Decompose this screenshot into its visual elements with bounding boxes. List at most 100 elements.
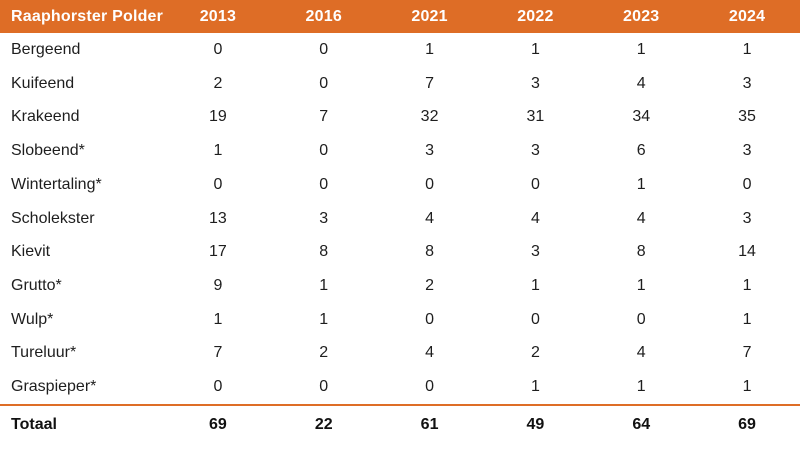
value-cell: 1	[319, 277, 329, 294]
value-cell: 0	[213, 40, 223, 58]
value-cell: 1	[742, 40, 752, 58]
value-cell: 8	[636, 243, 646, 261]
value-cell: 3	[742, 209, 752, 227]
value-cell: 3	[319, 209, 329, 227]
value-cell: 0	[319, 142, 329, 160]
value-cell: 7	[742, 344, 752, 362]
value-cell: 0	[530, 310, 540, 328]
value-cell: 0	[213, 378, 223, 396]
species-name-cell: Krakeend	[11, 108, 80, 126]
value-cell: 2	[319, 344, 329, 362]
value-cell: 0	[213, 175, 223, 193]
species-name-cell: Grutto*	[11, 277, 62, 294]
value-cell: 1	[319, 310, 329, 328]
value-cell: 9	[213, 277, 223, 294]
value-cell: 1	[213, 310, 223, 328]
value-cell: 1	[213, 142, 223, 160]
value-cell: 6	[636, 142, 646, 160]
table-row: Grutto* 9 1 2 1 1 1	[0, 269, 800, 303]
value-cell: 7	[425, 74, 435, 92]
total-value-cell: 22	[314, 416, 333, 433]
table-row: Bergeend 0 0 1 1 1 1	[0, 33, 800, 67]
value-cell: 0	[319, 74, 329, 92]
species-name-cell: Slobeend*	[11, 142, 85, 160]
species-name-cell: Scholekster	[11, 209, 95, 227]
value-cell: 2	[425, 277, 435, 294]
value-cell: 0	[742, 175, 752, 193]
total-divider	[0, 404, 800, 406]
value-cell: 19	[209, 108, 227, 126]
value-cell: 31	[526, 108, 545, 126]
value-cell: 4	[425, 344, 435, 362]
total-value-cell: 64	[632, 416, 651, 433]
value-cell: 17	[209, 243, 227, 261]
species-name-cell: Wintertaling*	[11, 175, 102, 193]
year-header-cell: 2024	[728, 7, 766, 25]
table-row: Tureluur* 7 2 4 2 4 7	[0, 336, 800, 371]
year-header-cell: 2023	[623, 7, 660, 25]
total-value-cell: 69	[209, 416, 227, 433]
value-cell: 0	[636, 310, 646, 328]
value-cell: 14	[738, 243, 756, 261]
value-cell: 2	[213, 74, 223, 92]
value-cell: 1	[636, 378, 646, 396]
value-cell: 1	[530, 277, 540, 294]
value-cell: 0	[530, 175, 540, 193]
value-cell: 4	[636, 344, 646, 362]
value-cell: 1	[636, 277, 646, 294]
value-cell: 4	[636, 209, 646, 227]
bottom-spacer	[0, 444, 800, 450]
value-cell: 1	[530, 40, 540, 58]
year-header-cell: 2013	[199, 7, 237, 25]
value-cell: 1	[636, 175, 646, 193]
value-cell: 1	[425, 40, 435, 58]
value-cell: 8	[319, 243, 329, 261]
table-title-cell: Raaphorster Polder	[11, 7, 164, 25]
year-header-cell: 2016	[305, 7, 342, 25]
species-name-cell: Kievit	[11, 243, 51, 261]
value-cell: 7	[213, 344, 223, 362]
value-cell: 0	[319, 175, 329, 193]
table-row: Wulp* 1 1 0 0 0 1	[0, 302, 800, 337]
year-header-cell: 2021	[411, 7, 448, 25]
total-label-cell: Totaal	[11, 416, 57, 433]
value-cell: 4	[530, 209, 540, 227]
value-cell: 4	[636, 74, 646, 92]
species-name-cell: Wulp*	[11, 310, 54, 328]
value-cell: 0	[319, 378, 329, 396]
value-cell: 3	[530, 142, 540, 160]
total-value-cell: 61	[420, 416, 439, 433]
value-cell: 13	[209, 209, 227, 227]
value-cell: 34	[632, 108, 651, 126]
species-name-cell: Tureluur*	[11, 344, 77, 362]
value-cell: 0	[319, 40, 329, 58]
table-row: Krakeend 19 7 32 31 34 35	[0, 100, 800, 135]
table-row: Kievit 17 8 8 3 8 14	[0, 235, 800, 270]
value-cell: 1	[530, 378, 540, 396]
value-cell: 35	[738, 108, 756, 126]
value-cell: 2	[530, 344, 540, 362]
table-body: Bergeend 0 0 1 1 1 1 Kuifeend 2 0 7 3 4 3 Krakeend 19 7 3…	[0, 33, 800, 405]
table-row: Slobeend* 1 0 3 3 6 3	[0, 134, 800, 168]
value-cell: 0	[425, 378, 435, 396]
value-cell: 3	[530, 74, 540, 92]
value-cell: 4	[425, 209, 435, 227]
table-row: Wintertaling* 0 0 0 0 1 0	[0, 167, 800, 202]
value-cell: 3	[425, 142, 435, 160]
value-cell: 1	[742, 310, 752, 328]
value-cell: 32	[420, 108, 439, 126]
value-cell: 3	[742, 74, 752, 92]
value-cell: 3	[530, 243, 540, 261]
value-cell: 7	[319, 108, 329, 126]
species-name-cell: Kuifeend	[11, 74, 75, 92]
value-cell: 1	[742, 378, 752, 396]
species-name-cell: Bergeend	[11, 40, 81, 58]
value-cell: 1	[636, 40, 646, 58]
table-row: Scholekster 13 3 4 4 4 3	[0, 201, 800, 236]
value-cell: 8	[425, 243, 435, 261]
table-row: Kuifeend 2 0 7 3 4 3	[0, 66, 800, 101]
species-name-cell: Graspieper*	[11, 378, 97, 396]
value-cell: 0	[425, 310, 435, 328]
table-header-row: Raaphorster Polder 2013 2016 2021 2022 2023 2…	[0, 0, 800, 33]
